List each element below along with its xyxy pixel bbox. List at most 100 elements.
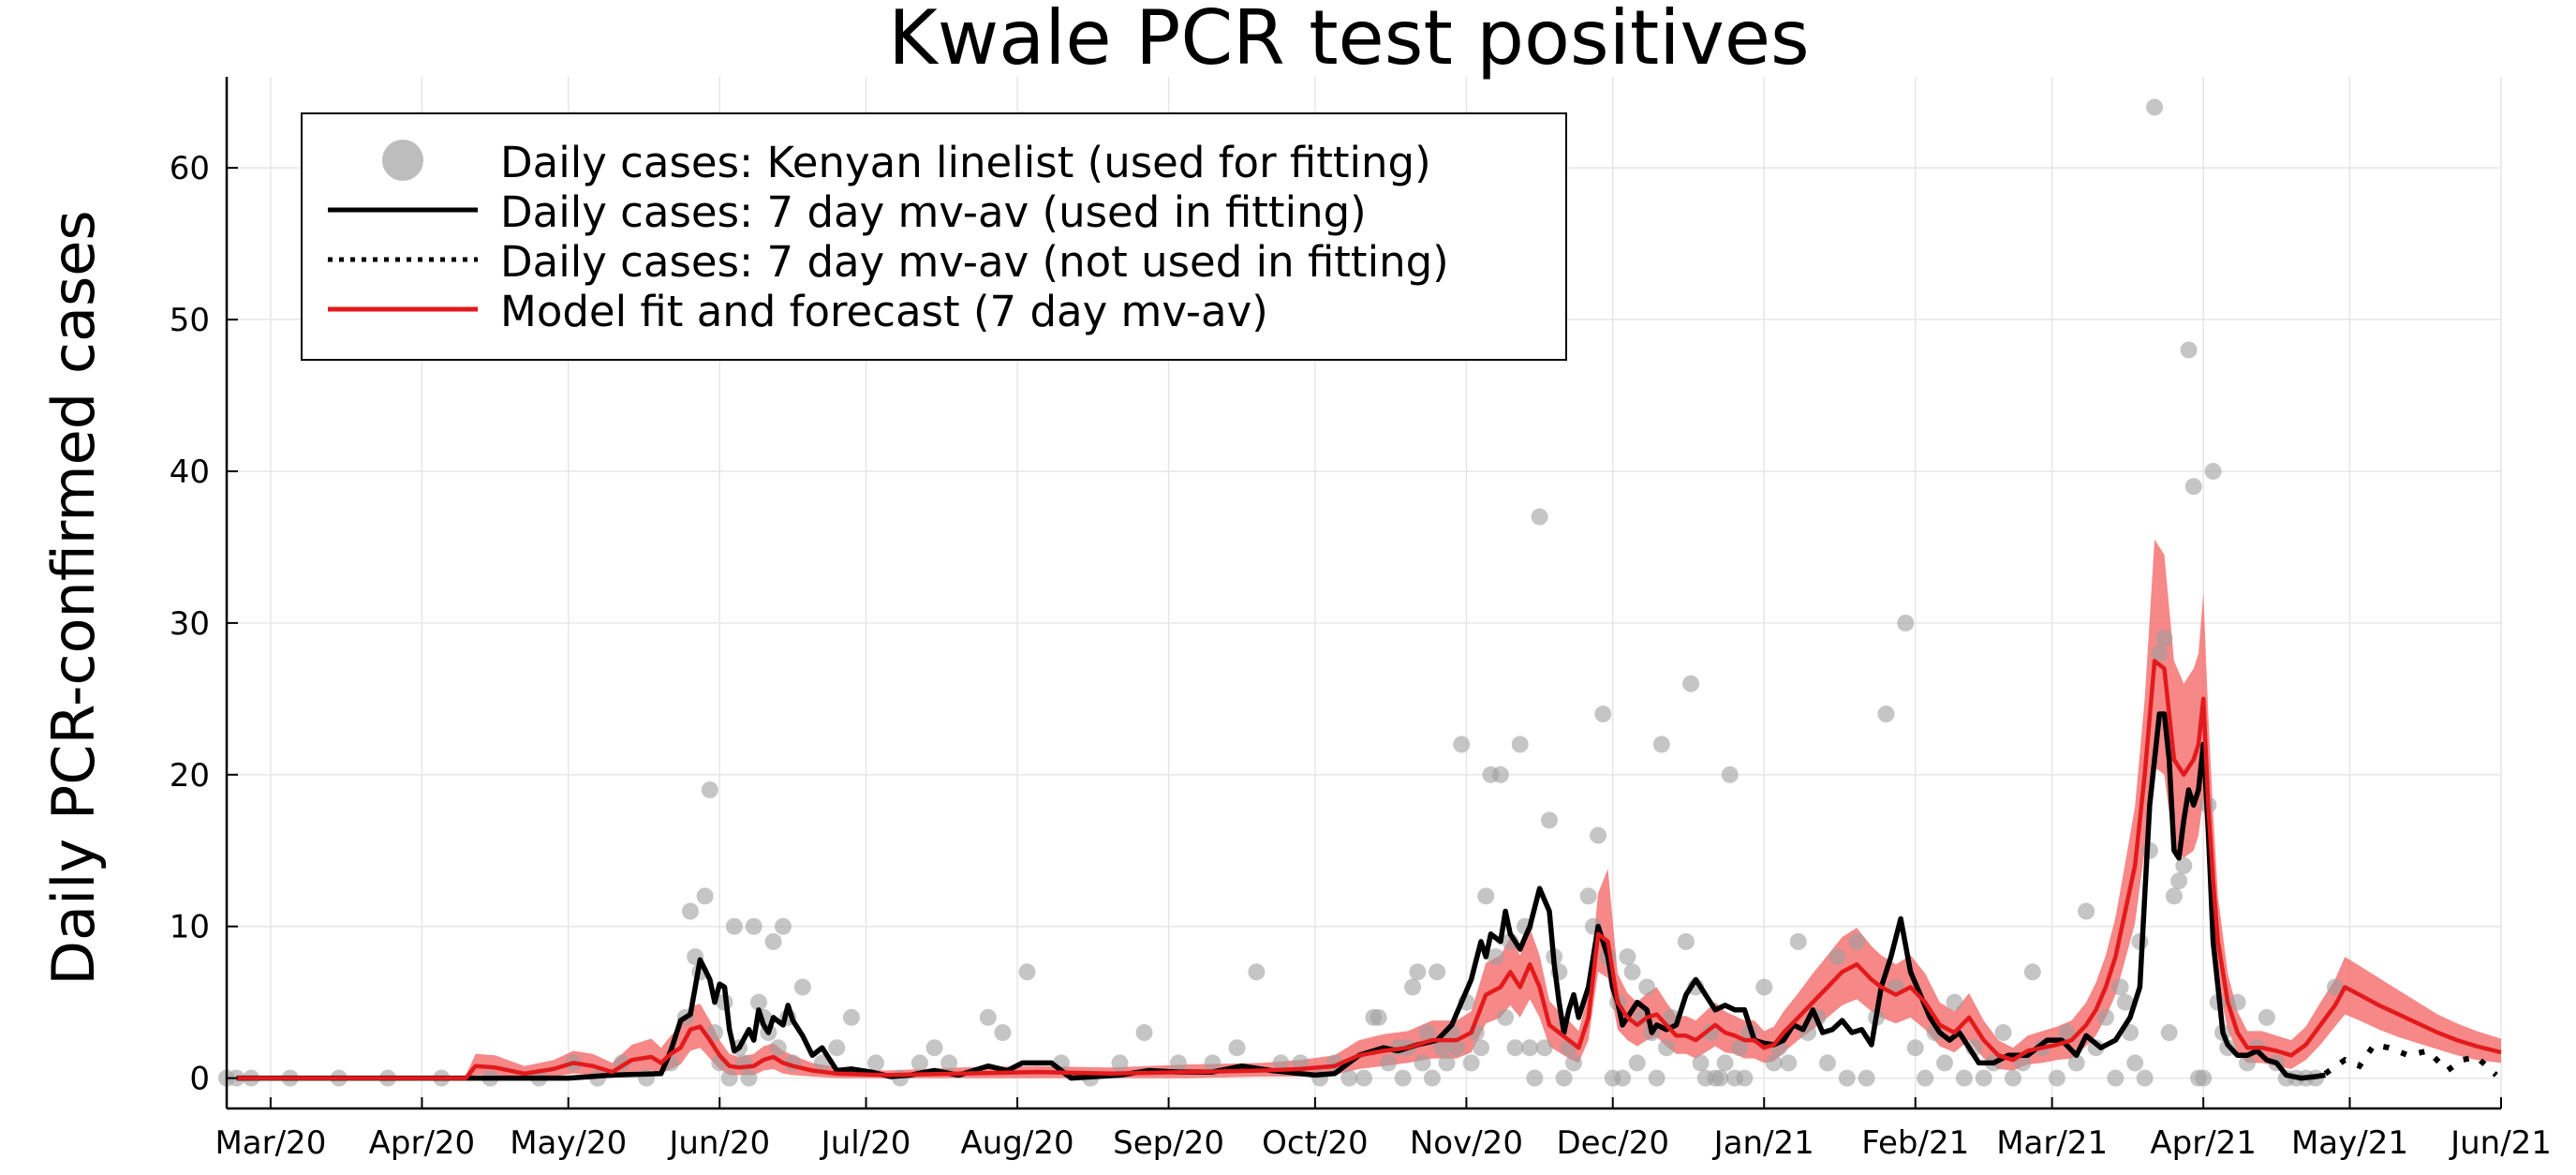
linelist-point [1755,978,1773,996]
linelist-point [1628,1054,1646,1072]
linelist-point [1204,1054,1221,1072]
linelist-point [2111,978,2129,996]
linelist-point [1414,1054,1431,1072]
linelist-point [1340,1069,1358,1087]
linelist-point [1135,1024,1153,1042]
x-tick-label: Apr/21 [2150,1124,2257,1162]
linelist-point [2116,993,2134,1011]
linelist-point [2326,978,2344,996]
linelist-point [1701,1024,1719,1042]
linelist-point [1521,1039,1539,1057]
linelist-point [2023,963,2041,981]
linelist-point [2195,1069,2213,1087]
linelist-point [842,1008,860,1026]
linelist-point [1975,1069,1992,1087]
legend-marker-icon [382,140,423,181]
x-tick-label: Jan/21 [1712,1124,1814,1162]
linelist-point [1594,706,1612,723]
linelist-point [1535,1039,1553,1057]
linelist-point [1648,1069,1666,1087]
model-fit-line [236,659,2502,1080]
linelist-point [2180,341,2198,359]
y-tick-label: 0 [189,1061,210,1098]
y-tick-label: 60 [170,150,210,187]
linelist-point [1877,706,1895,723]
linelist-point [1994,1024,2012,1042]
linelist-point [2067,1054,2085,1072]
y-tick-label: 20 [170,757,210,795]
linelist-point [1711,1069,1729,1087]
x-tick-label: Apr/20 [369,1124,476,1162]
linelist-point [706,1024,724,1042]
linelist-point [2107,1069,2124,1087]
linelist-point [1955,1069,1973,1087]
x-tick-label: Oct/20 [1262,1124,1369,1162]
y-axis-label: Daily PCR-confirmed cases [39,210,108,985]
linelist-point [1447,1039,1465,1057]
linelist-point [2146,98,2164,116]
linelist-point [1477,887,1495,905]
linelist-point [2175,856,2193,874]
linelist-point [1838,1069,1856,1087]
linelist-point [1248,963,1266,981]
linelist-point [1677,932,1695,950]
linelist-point [1946,993,1963,1011]
linelist-point [2096,1008,2114,1026]
linelist-point [1658,1039,1676,1057]
linelist-point [1429,963,1446,981]
linelist-point [1619,948,1636,966]
linelist-point [740,1069,758,1087]
linelist-point [701,781,718,798]
linelist-point [2165,887,2183,905]
legend-entry-label: Daily cases: 7 day mv-av (used in fittin… [500,187,1367,237]
linelist-point [1858,1069,1875,1087]
linelist-point [1765,1054,1783,1072]
linelist-point [2239,1054,2257,1072]
linelist-point [2228,993,2246,1011]
y-tick-label: 30 [170,605,210,643]
linelist-point [1936,1054,1954,1072]
linelist-point [2258,1008,2275,1026]
linelist-point [1780,1054,1798,1072]
linelist-point [925,1039,943,1057]
linelist-point [1906,1039,1924,1057]
linelist-point [2136,1069,2154,1087]
linelist-point [1848,932,1866,950]
linelist-point [1404,978,1422,996]
linelist-point [1018,963,1036,981]
x-tick-label: Nov/20 [1410,1124,1523,1162]
linelist-point [1409,963,1427,981]
mvav-not-used-line [2323,1041,2498,1078]
linelist-point [1355,1069,1372,1087]
x-tick-label: Mar/20 [215,1124,326,1162]
linelist-point [1394,1069,1412,1087]
linelist-point [1511,736,1529,753]
linelist-point [1638,978,1656,996]
linelist-point [1487,948,1504,966]
legend-box [301,112,1567,361]
linelist-point [1897,614,1915,632]
linelist-point [1917,1069,1934,1087]
linelist-point [1590,826,1607,844]
x-tick-label: Sep/20 [1113,1124,1224,1162]
linelist-point [1369,1008,1387,1026]
linelist-point [1491,766,1509,783]
linelist-point [1111,1054,1129,1072]
linelist-point [828,1039,846,1057]
linelist-point [749,993,767,1011]
linelist-point [2184,478,2202,496]
y-tick-label: 10 [170,909,210,946]
legend-entry-label: Daily cases: Kenyan linelist (used for f… [500,138,1431,187]
linelist-point [1721,766,1739,783]
linelist-point [1497,1008,1515,1026]
y-tick-label: 40 [170,454,210,491]
linelist-point [1170,1054,1188,1072]
linelist-point [2058,1024,2076,1042]
linelist-point [1433,1039,1451,1057]
linelist-point [1731,1039,1749,1057]
linelist-point [2151,645,2169,662]
linelist-point [1473,1039,1490,1057]
linelist-point [2048,1069,2065,1087]
